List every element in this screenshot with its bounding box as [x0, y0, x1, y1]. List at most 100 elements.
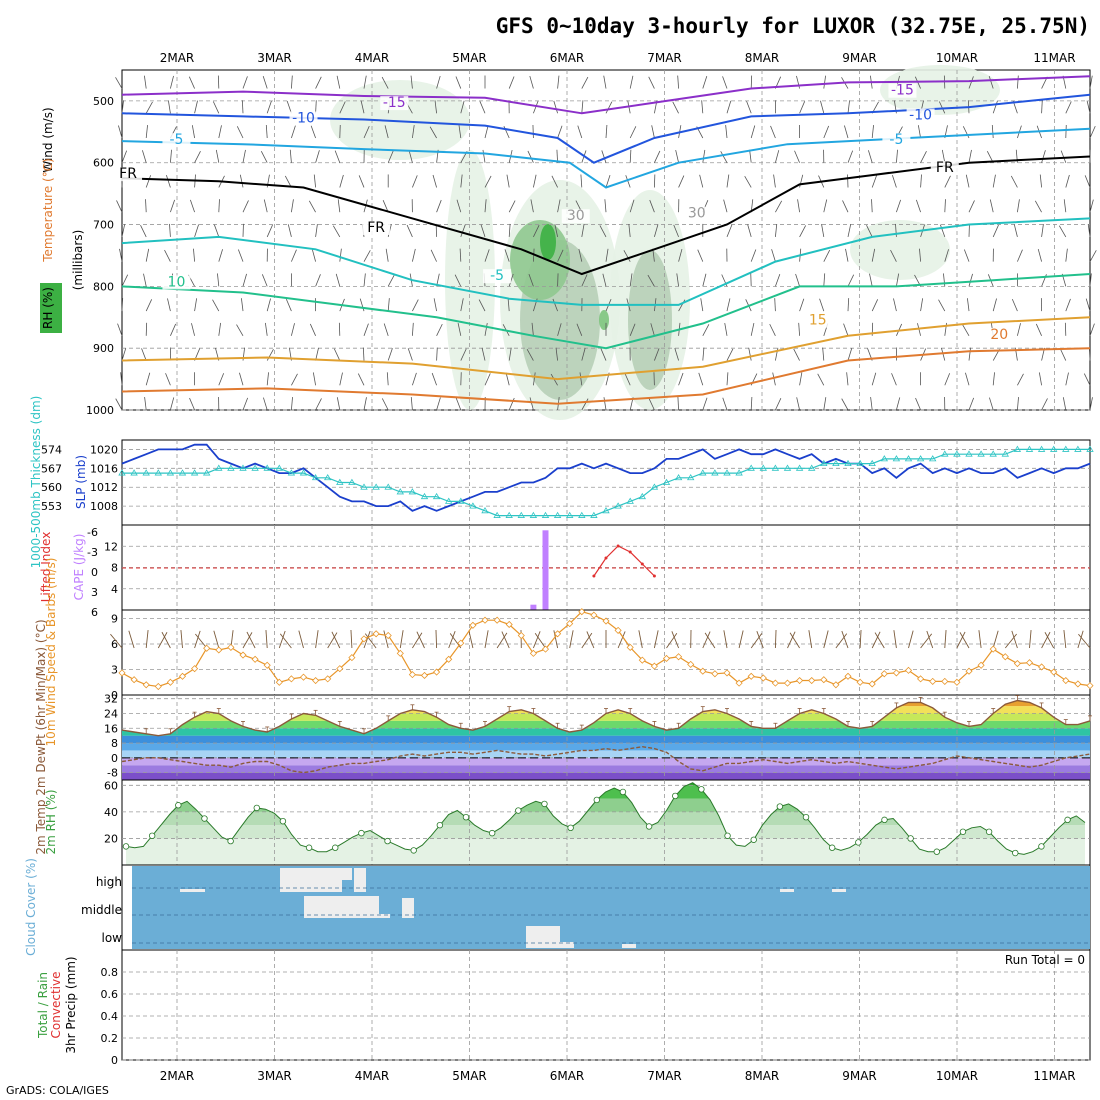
wind-barb	[920, 298, 924, 312]
wind-barb	[672, 101, 679, 114]
wind-barb	[236, 126, 244, 139]
wind10m-barb	[671, 631, 680, 649]
wind10m-point	[348, 654, 356, 662]
thickness-point	[299, 469, 308, 476]
wind10m-point	[796, 676, 804, 685]
wind10m-barb	[586, 631, 595, 649]
rh-point	[802, 813, 810, 821]
cape-li-panel: 4 8 12 -6 -3 0 3 6 Lifted Index CAPE (J/kg)	[39, 524, 1091, 619]
date-label-bottom: 7MAR	[647, 1069, 682, 1083]
rh-legend-swatch	[40, 283, 62, 333]
wind10m-barb	[569, 630, 574, 649]
wind10m-point	[408, 671, 416, 679]
thickness-point	[118, 469, 126, 476]
wind10m-barb	[145, 630, 149, 649]
wind10m-barb	[213, 630, 220, 649]
wind-barb	[722, 397, 728, 411]
rh-shading	[330, 80, 470, 160]
li-point	[592, 574, 596, 578]
wind-barb	[170, 149, 172, 163]
wind-barb	[432, 174, 437, 188]
wind10m-barb	[416, 631, 425, 649]
contour-label: FR	[367, 220, 385, 236]
thickness-point	[202, 469, 211, 476]
wind10m-point	[215, 646, 223, 654]
wind10m-axis-label: 10m Wind Speed & Barbs (m/s)	[44, 558, 58, 747]
wind-barb	[744, 175, 752, 188]
wind-barb	[1010, 175, 1018, 188]
wind-barb	[339, 174, 344, 188]
wind-barb	[677, 75, 679, 89]
wind-barb	[145, 101, 153, 114]
thickness-point	[190, 469, 199, 476]
wind-barb	[363, 75, 367, 89]
wind-barb	[263, 199, 268, 213]
wind-barb	[798, 322, 800, 336]
wind-barb	[508, 76, 515, 89]
temp-tick: 16	[104, 722, 118, 735]
thickness-point	[747, 464, 755, 471]
wind-barb	[412, 322, 414, 336]
wind-barb	[313, 174, 316, 188]
wind10m-barb	[893, 630, 897, 649]
wind-barb	[1065, 248, 1068, 262]
wind-barb	[212, 101, 220, 114]
wind-barb	[527, 150, 534, 163]
wind-barb	[363, 250, 371, 262]
cape-tick: 12	[104, 540, 118, 553]
wind-barb	[529, 75, 534, 89]
wind-barb	[239, 174, 244, 188]
wind-barb	[678, 175, 685, 188]
wind10m-point	[808, 676, 816, 685]
thickness-point	[880, 455, 889, 462]
wind-barb	[239, 372, 244, 386]
wind-barb	[529, 397, 534, 411]
contour-label-bg	[380, 96, 409, 111]
wind-barb	[917, 125, 921, 139]
wind-barb	[794, 150, 800, 163]
wind10m-barb	[1078, 633, 1091, 649]
wind-barb	[241, 100, 244, 114]
precip-tick: 0.4	[101, 1010, 119, 1023]
wind10m-barb	[723, 630, 728, 649]
rh-point	[933, 848, 940, 855]
wind-barb	[1088, 347, 1091, 361]
wind10m-barb	[956, 631, 966, 649]
wind-barb	[310, 125, 316, 139]
thickness-point	[469, 502, 477, 509]
wind-barb	[1089, 75, 1093, 89]
wind10m-barb	[1044, 632, 1055, 649]
precip-total-rain-label: Total / Rain	[36, 972, 50, 1039]
wind10m-point	[917, 675, 925, 683]
wind-barb	[215, 149, 220, 163]
thickness-point	[832, 459, 840, 467]
wind-barb	[651, 125, 655, 139]
wind-barb	[387, 298, 390, 312]
wind-barb	[143, 273, 147, 287]
wind10m-point	[614, 626, 622, 634]
wind-barb	[1017, 75, 1019, 89]
thickness-point	[638, 492, 647, 500]
temp-band	[122, 713, 1090, 721]
wind-barb	[746, 100, 752, 114]
wind10m-barb	[756, 631, 764, 649]
wind-barb	[650, 323, 655, 336]
wind10m-barb	[738, 630, 744, 649]
wind-barb	[170, 323, 177, 336]
wind10m-point	[517, 631, 525, 640]
wind10m-point	[602, 617, 610, 625]
wind-barb	[165, 373, 171, 386]
wind-barb	[941, 149, 946, 163]
wind-barb	[387, 274, 395, 287]
wind-barb	[726, 224, 733, 238]
wind10m-barb	[412, 632, 423, 649]
thickness-point	[771, 464, 780, 471]
rh-point	[959, 828, 967, 835]
thickness-point	[626, 497, 634, 504]
rh-tick: 20	[104, 832, 118, 845]
wind10m-barb	[194, 630, 201, 649]
wind-barb	[460, 224, 466, 238]
wind10m-point	[554, 630, 562, 638]
wind-barb	[697, 249, 704, 262]
wind10m-point	[590, 611, 598, 619]
